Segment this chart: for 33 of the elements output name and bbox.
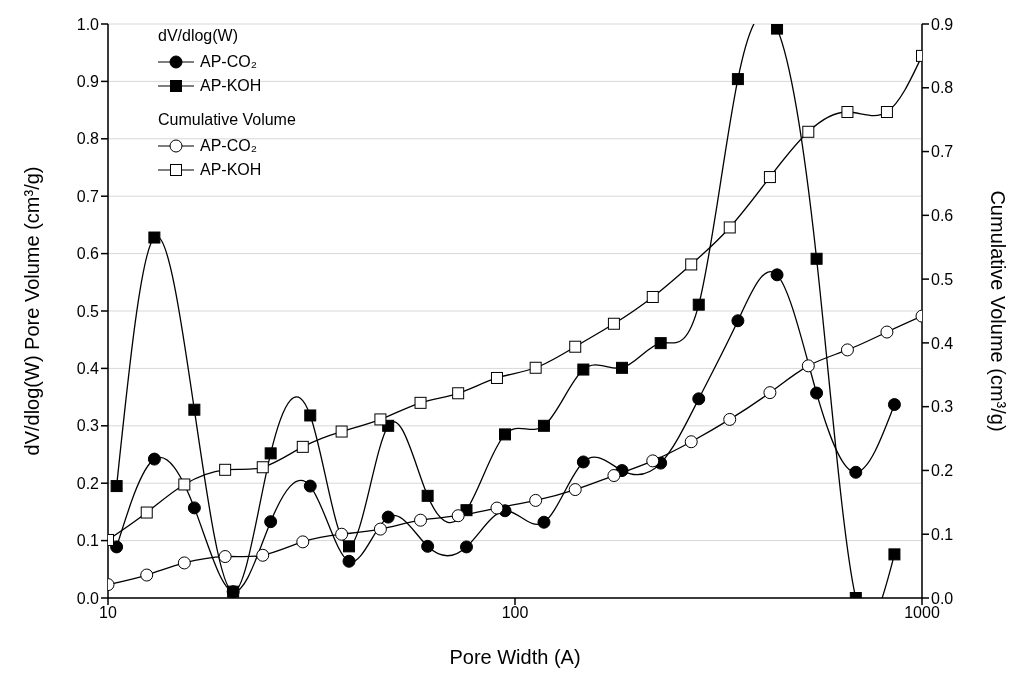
y-tick-label: 0.4	[76, 360, 100, 378]
legend-title: dV/dlog(W)	[158, 27, 240, 46]
annotation: Cumulative Volume	[158, 111, 296, 130]
y-tick-label: 0.1	[76, 532, 100, 550]
x-axis-title: Pore Width (A)	[449, 646, 581, 668]
y2-tick-label: 0.9	[931, 15, 954, 33]
y2-tick-label: 0.1	[931, 525, 954, 543]
y2-tick-label: 0.2	[931, 462, 954, 480]
y2-tick-label: 0.5	[931, 270, 954, 288]
y2-tick-label: 0.6	[931, 207, 954, 225]
x-tick-label: 1000	[904, 604, 940, 622]
y-tick-label: 0.0	[76, 589, 100, 607]
y-tick-label: 0.6	[76, 245, 100, 263]
y-tick-label: 0.5	[76, 302, 100, 320]
x-tick-label: 10	[99, 604, 117, 622]
y-tick-label: 0.9	[76, 73, 100, 91]
legend-label: AP-CO₂	[200, 137, 257, 154]
y2-tick-label: 0.3	[931, 398, 954, 416]
legend-label: AP-KOH	[200, 77, 262, 94]
x-tick-label: 100	[501, 604, 529, 622]
y2-tick-label: 0.8	[931, 79, 954, 97]
y-tick-label: 0.3	[76, 417, 100, 435]
y-axis-title: dV/dlog(W) Pore Volume (cm³/g)	[21, 166, 44, 456]
y-tick-label: 0.8	[76, 130, 100, 148]
y2-tick-label: 0.0	[931, 589, 954, 607]
y2-axis-title: Cumulative Volume (cm³/g)	[986, 190, 1009, 432]
y2-tick-label: 0.7	[931, 143, 954, 161]
legend-label: AP-KOH	[200, 161, 262, 178]
y2-tick-label: 0.4	[931, 334, 954, 352]
y-tick-label: 1.0	[76, 15, 100, 33]
y-tick-label: 0.2	[76, 474, 100, 492]
legend-label: AP-CO₂	[200, 53, 257, 70]
y-tick-label: 0.7	[76, 187, 100, 205]
